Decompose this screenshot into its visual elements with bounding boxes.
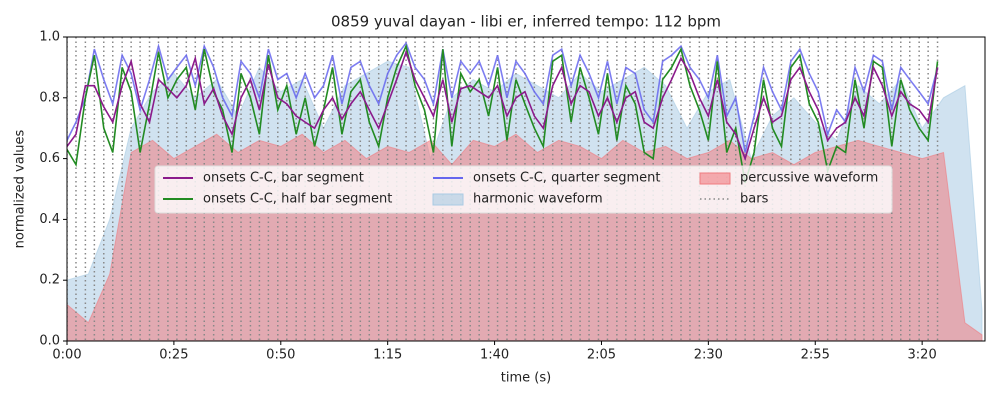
x-tick-label: 3:20	[908, 348, 937, 363]
legend-label: onsets C-C, half bar segment	[203, 192, 392, 207]
x-tick-label: 0:50	[266, 348, 295, 363]
x-axis-label: time (s)	[501, 371, 551, 386]
x-tick-label: 1:40	[480, 348, 509, 363]
x-tick-label: 2:30	[694, 348, 723, 363]
x-tick-label: 2:55	[801, 348, 830, 363]
legend-swatch	[699, 172, 731, 185]
legend-label: bars	[740, 192, 769, 207]
legend-label: percussive waveform	[740, 171, 878, 186]
chart-title: 0859 yuval dayan - libi er, inferred tem…	[331, 13, 721, 31]
legend-label: onsets C-C, bar segment	[203, 171, 364, 186]
legend-label: harmonic waveform	[473, 192, 603, 207]
legend-swatch	[432, 193, 464, 206]
y-tick-label: 0.2	[39, 273, 60, 288]
x-tick-label: 1:15	[373, 348, 402, 363]
legend-label: onsets C-C, quarter segment	[473, 171, 660, 186]
series-line	[67, 41, 939, 153]
y-tick-label: 1.0	[39, 30, 60, 45]
x-tick-label: 0:00	[52, 348, 81, 363]
y-tick-label: 0.8	[39, 90, 60, 105]
y-axis-label: normalized values	[13, 129, 28, 248]
plot-frame	[66, 36, 986, 342]
series-line	[67, 43, 939, 184]
x-tick-label: 2:05	[587, 348, 616, 363]
y-tick-label: 0.6	[39, 151, 60, 166]
series-line	[67, 49, 939, 162]
y-tick-label: 0.0	[39, 334, 60, 349]
waveform-area	[67, 133, 983, 341]
x-tick-label: 0:25	[159, 348, 188, 363]
y-tick-label: 0.4	[39, 212, 60, 227]
